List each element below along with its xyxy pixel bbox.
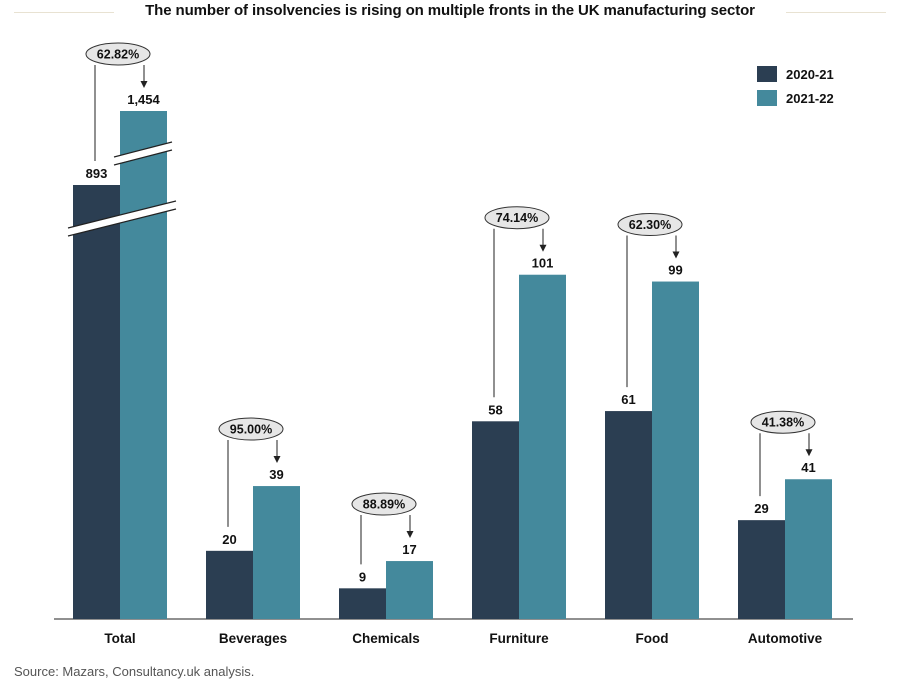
bar-2020-21 bbox=[73, 185, 120, 619]
data-label-2020-21: 61 bbox=[621, 392, 635, 407]
bar-2021-22 bbox=[253, 486, 300, 619]
bar-chart: 893 1,454 62.82% Total 20 39 95.00% Beverages 9 1… bbox=[54, 42, 853, 646]
growth-callout-bubble bbox=[484, 206, 550, 230]
axis-break-line bbox=[113, 149, 173, 166]
category-label: Chemicals bbox=[352, 631, 420, 646]
axis-break-line bbox=[67, 208, 177, 237]
callout-arrowhead bbox=[140, 81, 148, 88]
category-label: Furniture bbox=[489, 631, 549, 646]
data-label-2020-21: 58 bbox=[488, 402, 502, 417]
growth-label: 88.89% bbox=[363, 498, 405, 512]
category-label: Total bbox=[104, 631, 135, 646]
chart-title-bar: The number of insolvencies is rising on … bbox=[0, 0, 900, 26]
data-label-2021-22: 41 bbox=[801, 460, 815, 475]
data-label-2021-22: 17 bbox=[402, 542, 416, 557]
data-label-2020-21: 893 bbox=[86, 166, 108, 181]
legend-swatch-2020-21 bbox=[757, 66, 777, 82]
data-label-2020-21: 20 bbox=[222, 532, 236, 547]
bar-2021-22 bbox=[120, 111, 167, 619]
axis-break-gap bbox=[68, 201, 176, 236]
data-label-2021-22: 39 bbox=[269, 467, 283, 482]
growth-label: 74.14% bbox=[496, 211, 538, 225]
bar-2020-21 bbox=[339, 588, 386, 619]
growth-label: 62.82% bbox=[97, 48, 139, 62]
data-label-2021-22: 99 bbox=[668, 263, 682, 278]
title-rule-right bbox=[786, 12, 886, 13]
callout-arrowhead bbox=[539, 244, 547, 252]
legend-swatch-2021-22 bbox=[757, 90, 777, 106]
legend-label-2020-21: 2020-21 bbox=[786, 67, 834, 82]
growth-callout-bubble bbox=[218, 417, 284, 441]
callout-arrowhead bbox=[805, 449, 813, 457]
growth-callout-bubble bbox=[750, 410, 816, 434]
callout-arrowhead bbox=[406, 531, 414, 539]
bar-2020-21 bbox=[472, 421, 519, 619]
growth-label: 95.00% bbox=[230, 423, 272, 437]
bar-2021-22 bbox=[652, 281, 699, 619]
category-label: Food bbox=[636, 631, 669, 646]
data-label-2020-21: 9 bbox=[359, 569, 366, 584]
chart-title: The number of insolvencies is rising on … bbox=[0, 2, 900, 19]
data-label-2020-21: 29 bbox=[754, 501, 768, 516]
axis-break-line bbox=[67, 200, 177, 229]
bar-2021-22 bbox=[519, 274, 566, 619]
category-label: Beverages bbox=[219, 631, 287, 646]
axis-break-line bbox=[113, 141, 173, 158]
bar-2020-21 bbox=[738, 520, 785, 619]
title-rule-left bbox=[14, 12, 114, 13]
bar-2021-22 bbox=[386, 561, 433, 619]
growth-callout-bubble bbox=[351, 492, 417, 516]
callout-arrowhead bbox=[273, 456, 281, 464]
legend-label-2021-22: 2021-22 bbox=[786, 91, 834, 106]
growth-label: 62.30% bbox=[629, 218, 671, 232]
callout-arrowhead bbox=[672, 251, 680, 259]
growth-callout-bubble bbox=[617, 213, 683, 237]
data-label-2021-22: 1,454 bbox=[127, 92, 160, 107]
bar-2020-21 bbox=[206, 550, 253, 619]
data-label-2021-22: 101 bbox=[532, 256, 554, 271]
source-note: Source: Mazars, Consultancy.uk analysis. bbox=[14, 664, 255, 679]
bar-2020-21 bbox=[605, 411, 652, 619]
growth-callout-bubble bbox=[85, 42, 151, 66]
category-label: Automotive bbox=[748, 631, 823, 646]
bar-2021-22 bbox=[785, 479, 832, 619]
axis-break-gap bbox=[112, 142, 172, 165]
growth-label: 41.38% bbox=[762, 416, 804, 430]
